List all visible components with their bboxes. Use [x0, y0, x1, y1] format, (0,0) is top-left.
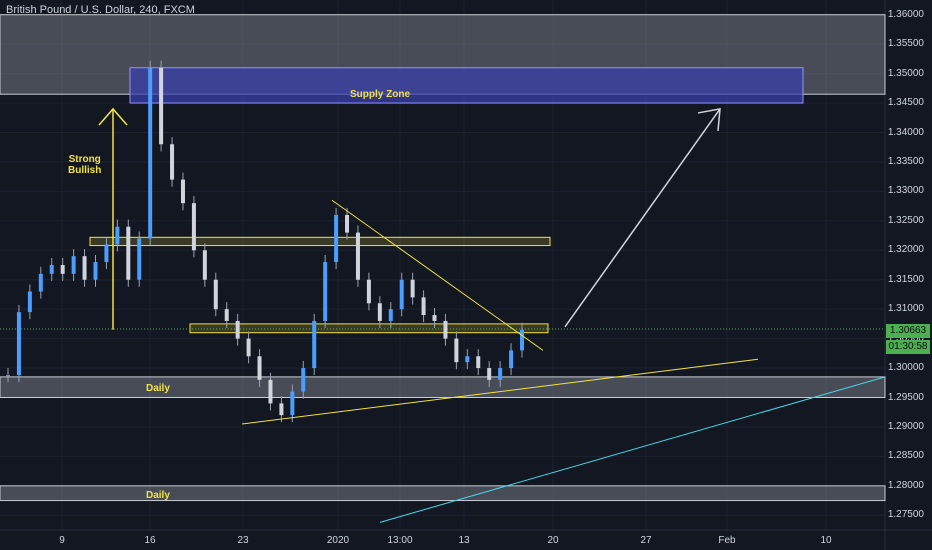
- candle-body: [432, 315, 437, 321]
- candle-body: [410, 279, 415, 298]
- time-tick-label: 9: [59, 535, 65, 546]
- time-tick-label: 23: [237, 535, 249, 546]
- candle-body: [443, 320, 448, 339]
- price-tick-label: 1.30000: [887, 362, 924, 374]
- candle-body: [487, 368, 492, 380]
- price-tick-label: 1.35500: [887, 38, 924, 50]
- time-tick-label: 16: [144, 535, 156, 546]
- price-tick-label: 1.31000: [887, 303, 924, 315]
- candle-body: [137, 238, 142, 280]
- price-tick-label: 1.31500: [887, 273, 924, 285]
- candle-body: [202, 250, 207, 280]
- projection-arrow-shaft: [564, 108, 721, 328]
- chart-title: British Pound / U.S. Dollar, 240, FXCM: [6, 4, 195, 16]
- candle-body: [148, 67, 153, 239]
- price-tick-label: 1.36000: [887, 8, 924, 20]
- time-tick-label: 13: [458, 535, 470, 546]
- candle-body: [377, 303, 382, 321]
- price-tick-label: 1.28500: [887, 450, 924, 462]
- candle-body: [93, 262, 98, 280]
- daily-zone-1: [0, 376, 886, 398]
- price-tick-label: 1.33500: [887, 155, 924, 167]
- descending-trendline: [331, 199, 544, 351]
- candle-body: [355, 232, 360, 280]
- candle-body: [257, 356, 262, 380]
- daily-zone-label-1: Daily: [146, 383, 170, 394]
- candle-body: [509, 350, 514, 369]
- candle-body: [82, 256, 87, 280]
- bullish-arrow-head: [98, 107, 128, 126]
- candle-body: [126, 226, 131, 280]
- candle-body: [312, 320, 317, 369]
- candle-body: [498, 368, 503, 380]
- daily-zone-2: [0, 485, 886, 502]
- candle-body: [213, 279, 218, 310]
- time-tick-label: 27: [640, 535, 652, 546]
- support-level: [189, 323, 549, 334]
- candle-body: [421, 297, 426, 316]
- candle-body: [191, 203, 196, 251]
- time-tick-label: 2020: [326, 535, 350, 546]
- supply-zone: [129, 67, 804, 104]
- candle-body: [115, 226, 120, 245]
- long-term-trendline: [379, 376, 886, 523]
- candle-body: [366, 279, 371, 304]
- candle-body: [323, 262, 328, 321]
- price-tick-label: 1.30500: [887, 332, 924, 344]
- candle-body: [104, 244, 109, 263]
- candle-body: [235, 320, 240, 339]
- countdown-badge: 01:30:58: [886, 340, 930, 354]
- candle-body: [60, 265, 65, 274]
- supply-zone-label: Supply Zone: [350, 89, 410, 100]
- candle-body: [246, 338, 251, 357]
- price-tick-label: 1.33000: [887, 185, 924, 197]
- candle-body: [170, 144, 175, 180]
- candle-body: [301, 368, 306, 392]
- ascending-trendline: [241, 358, 759, 425]
- candle-body: [49, 265, 54, 274]
- candle-body: [224, 309, 229, 321]
- candle-body: [38, 273, 43, 292]
- time-tick-label: Feb: [718, 535, 736, 546]
- resistance-level: [89, 236, 551, 247]
- price-tick-label: 1.32500: [887, 214, 924, 226]
- price-tick-label: 1.34500: [887, 97, 924, 109]
- price-tick-label: 1.35000: [887, 67, 924, 79]
- candle-body: [268, 379, 273, 404]
- price-tick-label: 1.29000: [887, 420, 924, 432]
- price-tick-label: 1.27500: [887, 509, 924, 521]
- candle-body: [290, 391, 295, 416]
- price-tick-label: 1.34000: [887, 126, 924, 138]
- candle-body: [71, 256, 76, 274]
- price-tick-label: 1.29500: [887, 391, 924, 403]
- price-tick-label: 1.32000: [887, 244, 924, 256]
- candle-body: [16, 312, 21, 376]
- candle-body: [27, 291, 32, 313]
- candle-body: [476, 356, 481, 369]
- strong-bullish-label: Strong Bullish: [68, 154, 102, 176]
- candle-body: [465, 356, 470, 363]
- time-tick-label: 10: [820, 535, 832, 546]
- candle-body: [279, 403, 284, 416]
- candle-body: [454, 338, 459, 363]
- candle-body: [159, 67, 164, 145]
- daily-zone-label-2: Daily: [146, 490, 170, 501]
- candle-body: [520, 329, 524, 351]
- candle-body: [388, 309, 393, 321]
- price-tick-label: 1.28000: [887, 479, 924, 491]
- candle-body: [180, 179, 185, 204]
- candle-body: [6, 375, 10, 377]
- candle-body: [334, 214, 339, 263]
- candle-body: [399, 279, 404, 310]
- projection-arrow-head: [697, 108, 721, 132]
- time-tick-label: 13:00: [387, 535, 413, 546]
- time-tick-label: 20: [547, 535, 559, 546]
- current-price-badge: 1.30663: [886, 324, 930, 338]
- candle-body: [345, 214, 350, 233]
